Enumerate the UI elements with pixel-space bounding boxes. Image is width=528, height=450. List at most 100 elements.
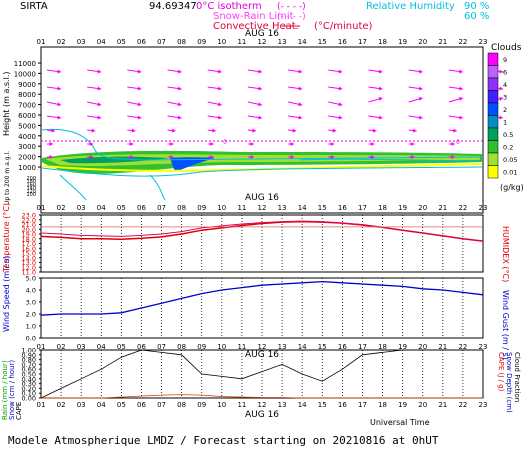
hour-tick-label: 21 [438,343,447,351]
rain-tick-label: 0.30 [22,380,36,388]
wind-arrow-head [330,154,335,160]
height-tick-label: 8000 [18,91,36,99]
wind-axis-title: Wind Speed (m / s) [2,256,11,332]
cloud-scale-label: 4 [503,81,507,89]
wind-arrow-head [378,69,383,74]
date-label: AUG 16 [245,29,279,39]
cloud-scale-swatch [487,77,499,91]
hour-tick-label: 20 [418,204,427,212]
height-tick-label: 6000 [18,112,36,120]
humidex-axis-title: HUMIDEX (°C) [501,226,510,282]
cape-right-title: CAPE (J / g) [497,352,505,392]
wind-arrow-head [258,102,262,107]
temp-tick-label: 16.0 [22,245,36,253]
date-label: AUG 16 [245,350,279,360]
temp-tick-label: 17.0 [22,240,36,248]
hour-tick-label: 17 [358,401,367,409]
wind-arrow-head [499,69,503,74]
wind-arrow-head [418,96,423,101]
hour-tick-label: 14 [298,38,307,46]
wind-arrow-head [250,154,254,160]
universal-time-label: Universal Time [370,418,430,427]
hour-tick-label: 12 [258,38,267,46]
wind-arrow-head [371,154,375,160]
temp-tick-label: 18.0 [22,235,36,243]
height-axis-title: Height (m a.s.l.) [2,72,11,137]
wind-arrow-head [218,115,222,120]
hour-tick-label: 10 [217,204,226,212]
isotherm-label: 0 [456,139,460,146]
wind-arrow-head [290,141,295,147]
snow-style: (- - - -) [277,12,306,22]
wind-arrow-head [459,86,463,91]
wind-arrow-head [57,102,61,107]
cloud-scale-swatch [487,127,499,141]
cloud-scale-swatch [487,102,499,116]
hour-tick-label: 21 [438,401,447,409]
hour-tick-label: 20 [418,401,427,409]
cloud-scale-swatch [487,115,499,129]
rain-axis-title: Rain (mm / hour) [1,360,9,420]
precip-series-line [40,349,483,399]
wind-arrow-head [298,115,303,120]
cloud-scale-swatch [487,52,499,66]
wind-arrow-head [411,141,415,147]
cloud-band-dense [170,157,215,172]
rh-label: Relative Humidity [366,1,455,12]
footer-text: Modele Atmospherique LMDZ / Forecast sta… [8,434,439,447]
wind-arrow-head [258,115,262,120]
rh-60: 60 % [464,11,489,22]
wind-arrow-head [499,86,503,91]
hour-tick-label: 22 [458,204,467,212]
wind-arrow-head [97,115,102,120]
wind-speed-line [40,280,484,316]
hour-tick-label: 03 [77,401,86,409]
wind-arrow-head [378,115,383,120]
rain-tick-label: 0.80 [22,356,36,364]
wind-arrow-head [252,128,256,133]
hour-tick-label: 15 [318,204,327,212]
hour-tick-label: 07 [157,401,166,409]
wind-arrow-head [177,69,182,74]
hour-tick-label: 03 [77,204,86,212]
wind-arrow-head [210,141,214,147]
wind-arrow-head [499,96,503,101]
cloud-scale-swatch [487,152,499,166]
hour-tick-label: 12 [258,401,267,409]
wind-arrow-head [250,141,254,147]
hour-tick-label: 05 [117,204,126,212]
hour-tick-label: 08 [177,38,186,46]
wind-arrow-head [129,154,134,160]
hour-tick-label: 08 [177,204,186,212]
wind-arrow-head [418,69,423,74]
hour-tick-label: 14 [298,343,307,351]
hour-tick-label: 13 [278,401,287,409]
hour-tick-label: 12 [258,204,267,212]
hour-tick-label: 14 [298,401,307,409]
hour-tick-label: 17 [358,38,367,46]
hour-tick-label: 23 [479,204,488,212]
wind-arrow-head [499,115,503,120]
hour-tick-label: 12 [258,343,267,351]
wind-arrow-head [217,102,222,107]
temp-tick-label: 22.0 [22,216,36,224]
wind-arrow-head [177,115,182,120]
low-height-tick-label: 180 [26,179,36,185]
wind-arrow-head [332,128,337,133]
rain-tick-label: 0.90 [22,351,36,359]
wind-arrow-head [411,154,415,160]
hour-tick-label: 08 [177,401,186,409]
hour-tick-label: 04 [97,38,106,46]
hour-tick-label: 19 [398,38,407,46]
wind-arrow-head [97,69,102,74]
wind-arrow-head [170,154,174,160]
cloud-band-core [60,156,170,164]
wind-arrow-head [57,69,61,74]
hour-tick-label: 10 [217,38,226,46]
wind-arrow-head [412,128,417,133]
height-tick-label: 4000 [18,133,36,141]
wind-arrow-head [177,86,182,91]
hour-tick-label: 02 [57,38,66,46]
wind-arrow-head [51,128,55,133]
hour-tick-label: 19 [398,204,407,212]
